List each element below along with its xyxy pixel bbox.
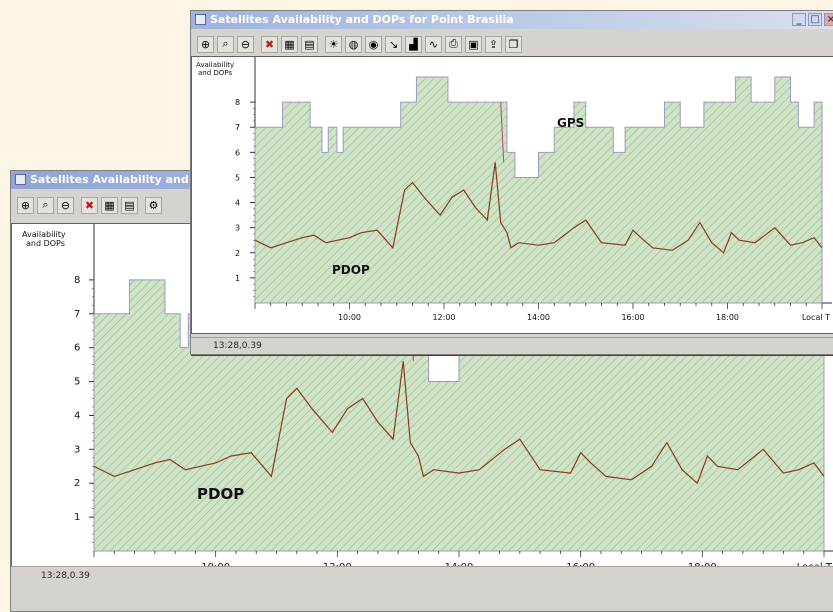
app-icon xyxy=(195,14,206,25)
front-y-label-line1: Availability xyxy=(196,61,235,69)
app-icon xyxy=(15,174,26,185)
front-x-tick-label: 12:00 xyxy=(432,313,455,322)
minimize-button[interactable]: _ xyxy=(792,13,806,26)
globe-icon: ◍ xyxy=(348,37,359,51)
preview-icon: ▣ xyxy=(468,37,479,51)
grid-button[interactable]: ▦ xyxy=(281,35,298,53)
back-pdop-label: PDOP xyxy=(197,485,244,503)
back-y-tick-label: 1 xyxy=(74,512,80,523)
front-status-text: 13:28,0.39 xyxy=(213,341,262,351)
front-pdop-series xyxy=(254,162,823,254)
sun-button[interactable]: ☀ xyxy=(325,35,342,53)
print-button[interactable]: ⎙ xyxy=(445,35,462,53)
zoom-in-button[interactable]: ⊕ xyxy=(17,196,34,214)
zoom-icon: ⌕ xyxy=(222,37,229,50)
chart-line-button[interactable]: ∿ xyxy=(425,35,442,53)
zoom-in-icon: ⊕ xyxy=(20,198,31,212)
zoom-out-button[interactable]: ⊖ xyxy=(237,35,254,53)
front-x-tick-label: 16:00 xyxy=(621,313,644,322)
front-chart: 1 2 3 4 5 6 7 8 10:00 12:00 14:00 16:00 18:00 Local T… xyxy=(235,57,832,322)
close-button[interactable]: × xyxy=(824,13,833,26)
delete-icon: ✖ xyxy=(84,198,95,212)
front-toolbar: ⊕ ⌕ ⊖ ✖ ▦ ▤ ☀ ◍ ◉ ↘ ▟ ∿ ⎙ ▣ ⇪ ❐ xyxy=(191,32,833,56)
document-button[interactable]: ▤ xyxy=(301,35,318,53)
back-pdop-series xyxy=(93,361,825,485)
back-y-tick-label: 5 xyxy=(74,377,80,388)
front-y-tick-label: 8 xyxy=(235,98,240,107)
front-y-label-line2: and DOPs xyxy=(198,69,233,77)
export-button[interactable]: ⇪ xyxy=(485,35,502,53)
back-toolbar: ⊕ ⌕ ⊖ ✖ ▦ ▤ ⚙ xyxy=(11,193,833,217)
front-spike xyxy=(500,102,505,163)
zoom-button[interactable]: ⌕ xyxy=(217,35,234,53)
print-icon: ⎙ xyxy=(449,37,458,50)
settings-button[interactable]: ⚙ xyxy=(145,196,162,214)
zoom-in-icon: ⊕ xyxy=(200,37,211,51)
zoom-out-button[interactable]: ⊖ xyxy=(57,196,74,214)
document-icon: ▤ xyxy=(124,198,135,212)
front-y-tick-label: 2 xyxy=(235,249,240,258)
grid-icon: ▦ xyxy=(284,37,295,51)
delete-icon: ✖ xyxy=(264,37,275,51)
back-y-label-line2: and DOPs xyxy=(26,239,65,248)
zoom-in-button[interactable]: ⊕ xyxy=(197,35,214,53)
back-y-tick-label: 7 xyxy=(74,309,80,320)
sky-icon: ◉ xyxy=(368,37,379,51)
chart-line-icon: ∿ xyxy=(428,37,439,51)
window-controls: _ □ × xyxy=(792,13,833,26)
zoom-out-icon: ⊖ xyxy=(60,198,71,212)
copy-button[interactable]: ❐ xyxy=(505,35,522,53)
arrow-icon: ↘ xyxy=(388,37,399,51)
front-window-title: Satellites Availability and DOPs for Poi… xyxy=(210,13,514,26)
zoom-out-icon: ⊖ xyxy=(240,37,251,51)
back-status-text: 13:28,0.39 xyxy=(41,571,90,581)
front-y-axis-label: Availability and DOPs xyxy=(196,61,234,77)
back-window-title: Satellites Availability and xyxy=(30,173,189,186)
front-plot-area: Availability and DOPs 1 2 3 4 5 6 7 8 10:00 12:00… xyxy=(191,56,833,334)
front-gps-label: GPS xyxy=(557,116,584,130)
sun-icon: ☀ xyxy=(328,37,339,51)
front-x-unit-label: Local T xyxy=(802,313,830,322)
front-pdop-label: PDOP xyxy=(332,263,370,277)
front-y-tick-label: 5 xyxy=(235,173,240,182)
front-x-tick-label: 18:00 xyxy=(716,313,739,322)
front-statusbar: 13:28,0.39 xyxy=(191,337,833,354)
front-gps-series xyxy=(254,76,823,304)
back-y-label-line1: Availability xyxy=(22,230,66,239)
sky-button[interactable]: ◉ xyxy=(365,35,382,53)
front-window-titlebar[interactable]: Satellites Availability and DOPs for Poi… xyxy=(191,11,833,29)
document-button[interactable]: ▤ xyxy=(121,196,138,214)
document-icon: ▤ xyxy=(304,37,315,51)
grid-icon: ▦ xyxy=(104,198,115,212)
back-y-tick-label: 4 xyxy=(74,410,80,421)
front-y-tick-label: 3 xyxy=(235,224,240,233)
back-y-tick-label: 6 xyxy=(74,343,80,354)
arrow-button[interactable]: ↘ xyxy=(385,35,402,53)
zoom-icon: ⌕ xyxy=(42,198,49,211)
front-y-tick-label: 7 xyxy=(235,123,240,132)
preview-button[interactable]: ▣ xyxy=(465,35,482,53)
front-x-tick-label: 14:00 xyxy=(527,313,550,322)
front-y-tick-label: 4 xyxy=(235,199,240,208)
front-x-tick-label: 10:00 xyxy=(338,313,361,322)
export-icon: ⇪ xyxy=(488,37,499,51)
chart-icon: ▟ xyxy=(409,37,418,51)
back-y-tick-label: 8 xyxy=(74,275,80,286)
delete-button[interactable]: ✖ xyxy=(261,35,278,53)
zoom-button[interactable]: ⌕ xyxy=(37,196,54,214)
front-window: Satellites Availability and DOPs for Poi… xyxy=(190,10,833,355)
maximize-button[interactable]: □ xyxy=(808,13,822,26)
delete-button[interactable]: ✖ xyxy=(81,196,98,214)
back-statusbar: 13:28,0.39 xyxy=(11,566,833,585)
copy-icon: ❐ xyxy=(508,37,519,51)
grid-button[interactable]: ▦ xyxy=(101,196,118,214)
front-y-tick-label: 1 xyxy=(235,274,240,283)
back-y-axis-label: Availability and DOPs xyxy=(22,230,66,248)
back-y-tick-label: 2 xyxy=(74,478,80,489)
globe-button[interactable]: ◍ xyxy=(345,35,362,53)
settings-icon: ⚙ xyxy=(148,198,159,212)
back-y-tick-label: 3 xyxy=(74,444,80,455)
chart-button[interactable]: ▟ xyxy=(405,35,422,53)
front-y-tick-label: 6 xyxy=(235,148,240,157)
